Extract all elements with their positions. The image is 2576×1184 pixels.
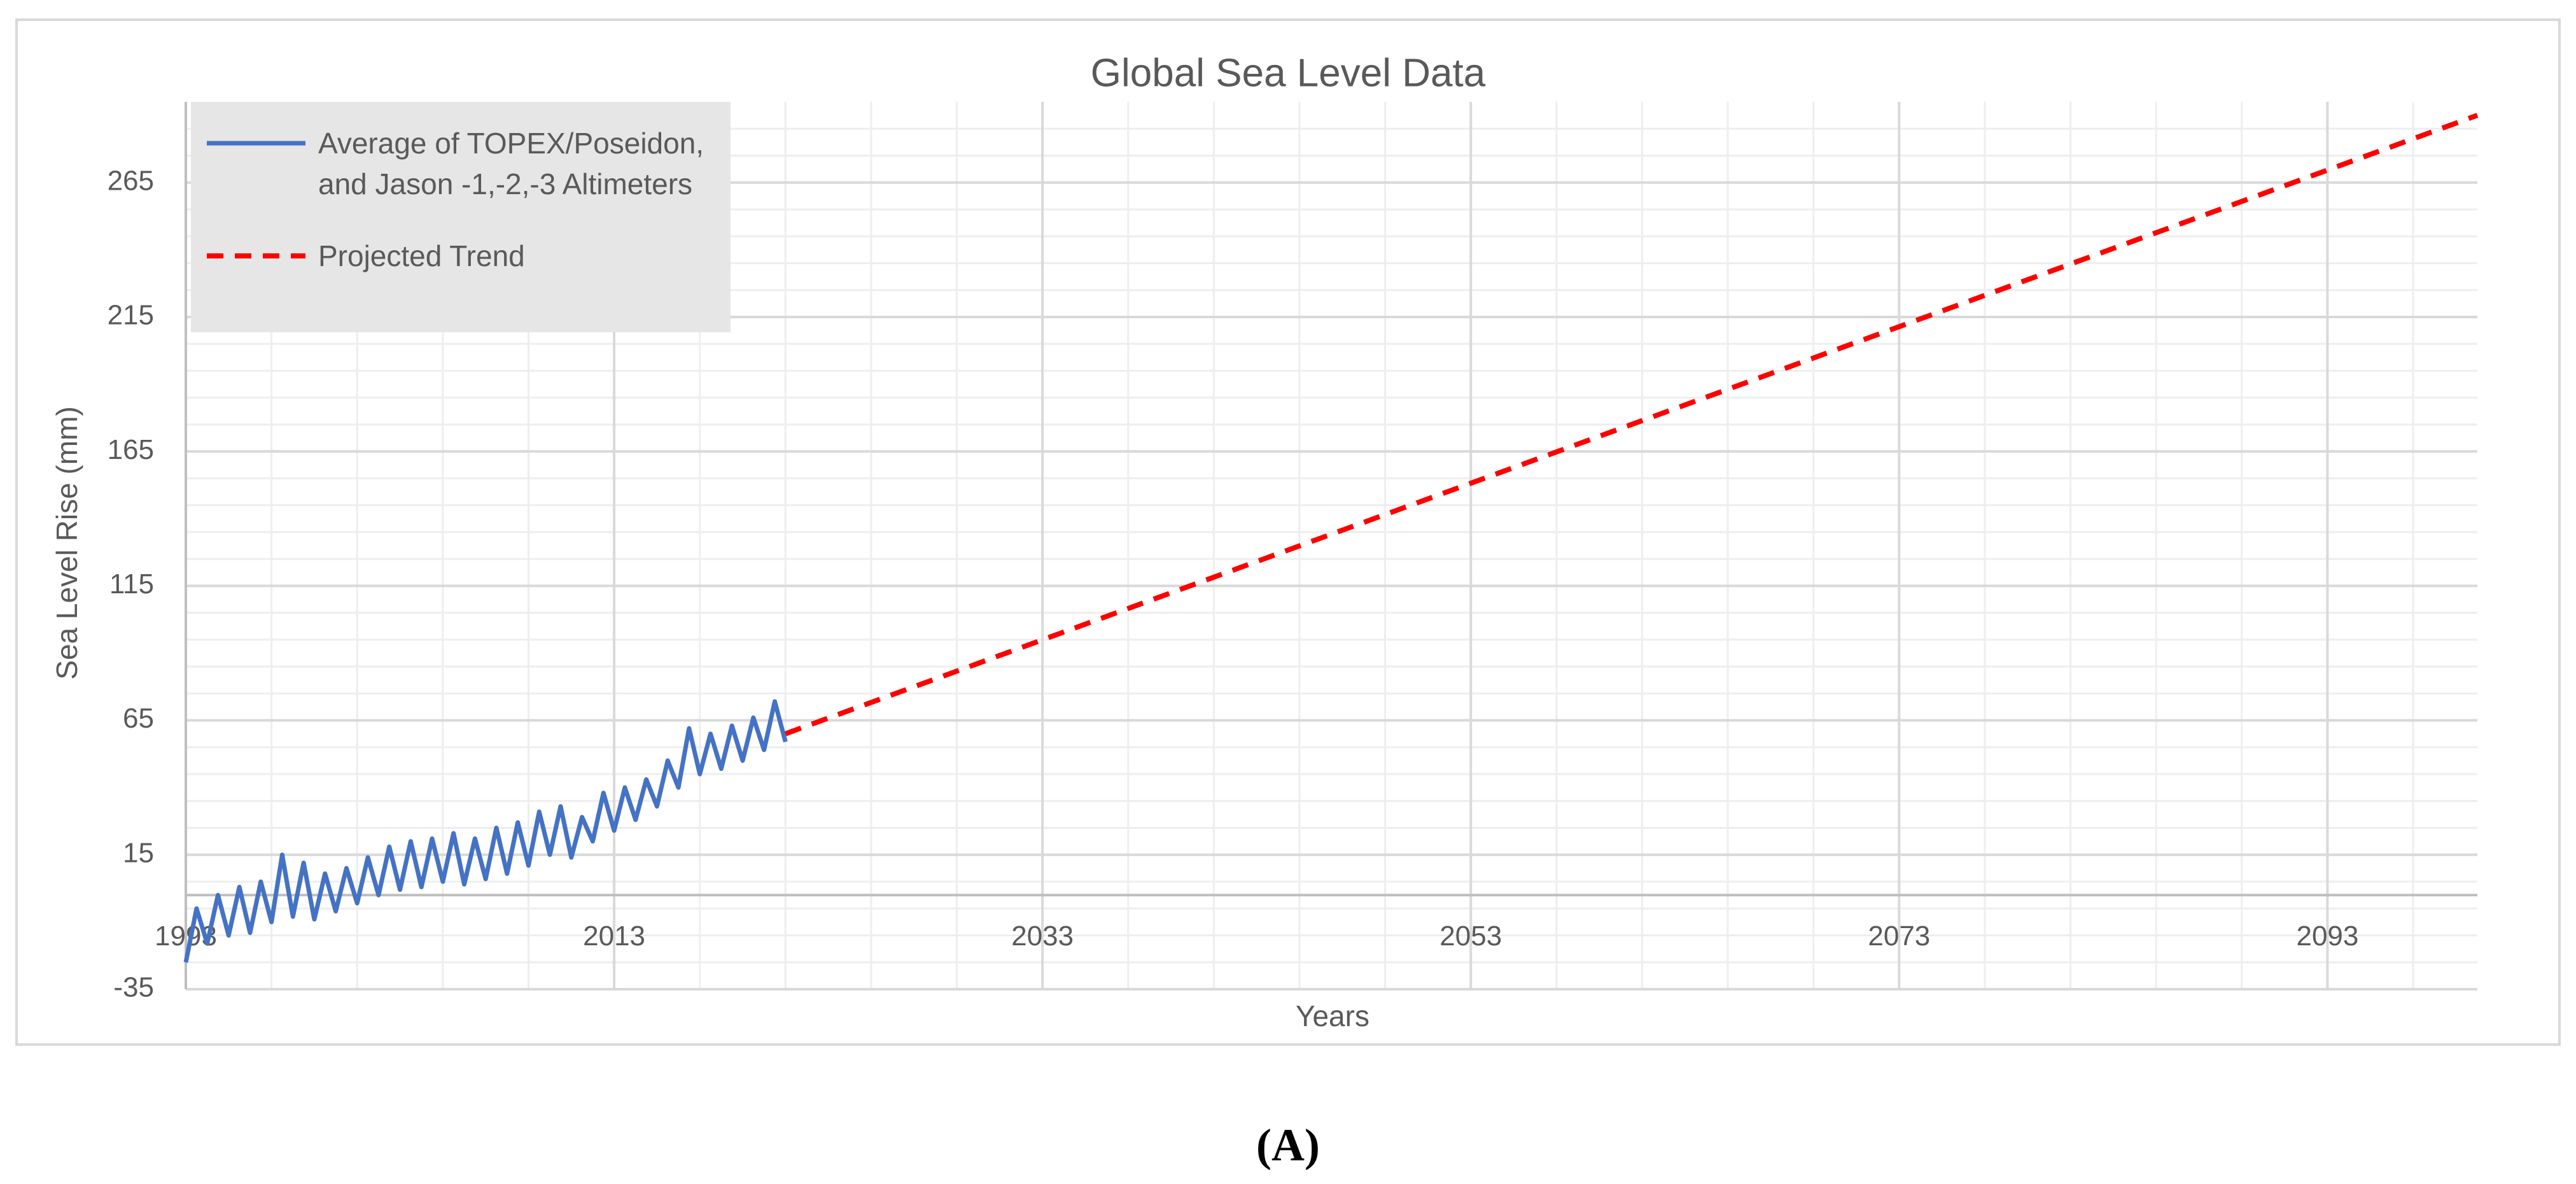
legend-label: Projected Trend (318, 239, 525, 272)
y-tick-label: 165 (108, 434, 154, 465)
x-tick-label: 2033 (1011, 920, 1074, 952)
legend-box (191, 102, 731, 332)
x-tick-label: 2073 (1868, 920, 1930, 952)
y-axis-label: Sea Level Rise (mm) (50, 406, 83, 679)
y-tick-label: -35 (113, 972, 154, 1003)
series-line (784, 113, 2479, 736)
grid (185, 102, 2477, 990)
x-tick-label: 2013 (583, 920, 645, 952)
x-axis-label: Years (1296, 999, 1369, 1032)
series-line (183, 699, 788, 963)
x-tick-label: 2053 (1439, 920, 1502, 952)
y-tick-label: 115 (109, 568, 154, 600)
y-tick-label: 15 (123, 837, 154, 868)
chart-title: Global Sea Level Data (1091, 51, 1486, 95)
y-tick-label: 215 (108, 300, 154, 331)
y-tick-label: 265 (108, 165, 154, 196)
x-tick-label: 2093 (2296, 920, 2358, 952)
caption: (A) (1256, 1120, 1320, 1171)
y-tick-label: 65 (123, 703, 154, 734)
legend-label: Average of TOPEX/Poseidon, and Jason -1,… (318, 127, 704, 201)
